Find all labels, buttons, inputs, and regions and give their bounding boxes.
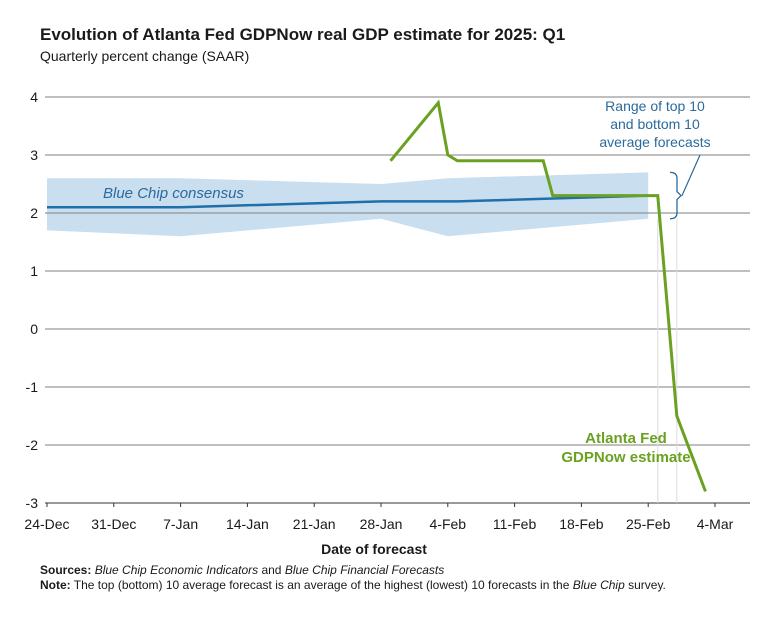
x-tick-label: 31-Dec xyxy=(91,516,136,532)
chart-subtitle: Quarterly percent change (SAAR) xyxy=(40,48,250,64)
x-tick-label: 28-Jan xyxy=(360,516,403,532)
gdpnow-line xyxy=(389,99,707,492)
x-tick-label: 24-Dec xyxy=(24,516,69,532)
chart-title: Evolution of Atlanta Fed GDPNow real GDP… xyxy=(40,25,566,44)
chart-footer: Sources: Blue Chip Economic Indicators a… xyxy=(40,563,740,593)
range-label: Range of top 10 xyxy=(605,98,705,114)
y-tick-label: 4 xyxy=(30,89,38,105)
y-tick-label: -1 xyxy=(26,379,39,395)
consensus-line xyxy=(47,194,649,209)
x-tick-label: 18-Feb xyxy=(559,516,604,532)
range-leader-line xyxy=(681,154,701,196)
note-text-1: The top (bottom) 10 average forecast is … xyxy=(70,578,573,592)
note-text-3: survey. xyxy=(624,578,666,592)
note-text-2: Blue Chip xyxy=(572,578,625,592)
consensus-label: Blue Chip consensus xyxy=(103,185,244,202)
x-tick-label: 11-Feb xyxy=(493,516,537,532)
range-band xyxy=(47,172,649,237)
y-tick-label: -3 xyxy=(26,495,39,511)
sources-text-3: Blue Chip Financial Forecasts xyxy=(284,563,445,577)
gdpnow-label: Atlanta Fed xyxy=(585,430,667,447)
y-tick-label: 2 xyxy=(30,205,38,221)
x-tick-label: 7-Jan xyxy=(163,516,198,532)
y-tick-label: -2 xyxy=(26,437,39,453)
range-label: and bottom 10 xyxy=(610,116,700,132)
range-bracket xyxy=(669,171,682,220)
x-axis-title: Date of forecast xyxy=(321,541,427,557)
gdpnow-chart: 4 3 2 1 0 -1 -2 -3 24-Dec 31-Dec 7-Jan 14-Jan 21-Jan… xyxy=(24,89,750,557)
note-line: Note: The top (bottom) 10 average foreca… xyxy=(40,578,740,593)
y-tick-label: 3 xyxy=(30,147,38,163)
x-tick-label: 4-Feb xyxy=(430,516,467,532)
sources-text-2: and xyxy=(258,563,285,577)
x-tick-label: 4-Mar xyxy=(697,516,734,532)
note-label: Note: xyxy=(40,578,71,592)
sources-label: Sources: xyxy=(40,563,92,577)
sources-line: Sources: Blue Chip Economic Indicators a… xyxy=(40,563,740,578)
x-tick-label: 14-Jan xyxy=(226,516,269,532)
y-tick-label: 0 xyxy=(30,321,38,337)
x-tick-label: 25-Feb xyxy=(626,516,671,532)
range-label: average forecasts xyxy=(599,134,710,150)
x-tick-label: 21-Jan xyxy=(293,516,336,532)
y-tick-label: 1 xyxy=(30,263,38,279)
gdpnow-label: GDPNow estimate xyxy=(561,449,690,466)
sources-text-1: Blue Chip Economic Indicators xyxy=(94,563,259,577)
